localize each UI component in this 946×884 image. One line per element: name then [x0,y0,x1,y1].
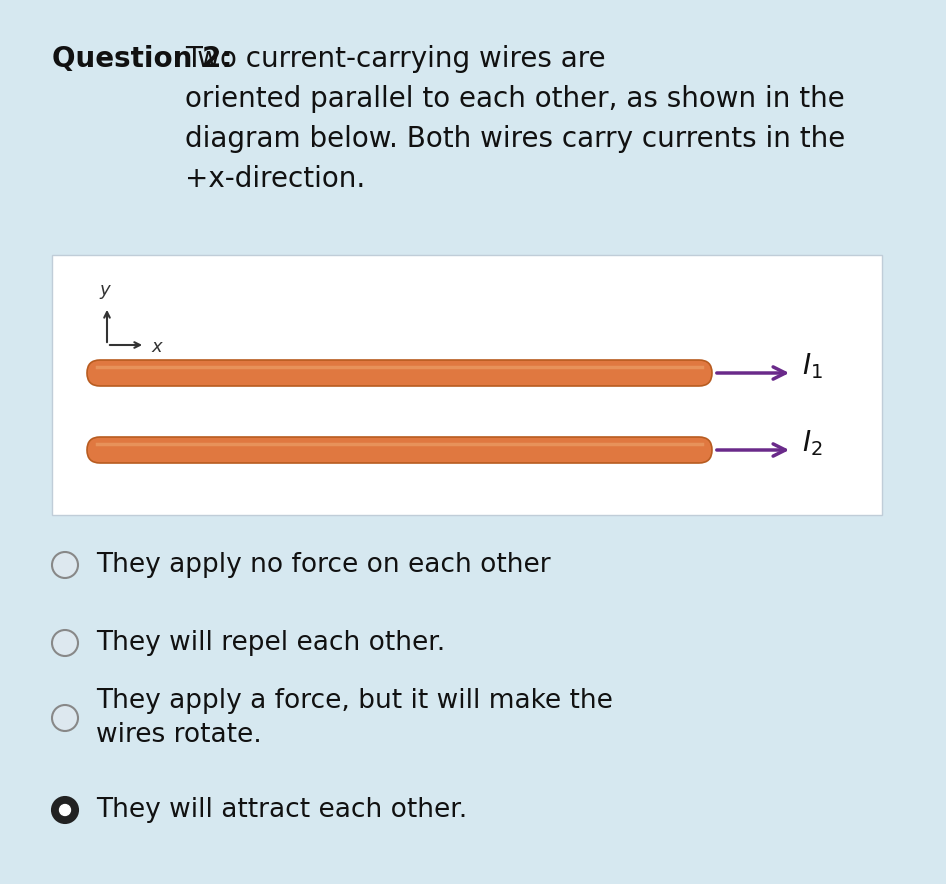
Text: $I_1$: $I_1$ [802,351,823,381]
Circle shape [52,630,78,656]
Text: $I_2$: $I_2$ [802,428,823,458]
Text: Two current-carrying wires are
oriented parallel to each other, as shown in the
: Two current-carrying wires are oriented … [185,45,845,194]
Bar [52,255,882,515]
Text: y: y [99,281,111,299]
Text: They apply a force, but it will make the
wires rotate.: They apply a force, but it will make the… [96,688,613,748]
Text: Question 2:: Question 2: [52,45,233,73]
Circle shape [52,797,78,823]
Text: They apply no force on each other: They apply no force on each other [96,552,551,578]
Text: They will repel each other.: They will repel each other. [96,630,446,656]
Circle shape [52,552,78,578]
Text: x: x [151,338,162,356]
Circle shape [52,705,78,731]
FancyBboxPatch shape [87,360,712,386]
FancyBboxPatch shape [87,437,712,463]
Circle shape [60,804,70,815]
Text: They will attract each other.: They will attract each other. [96,797,467,823]
